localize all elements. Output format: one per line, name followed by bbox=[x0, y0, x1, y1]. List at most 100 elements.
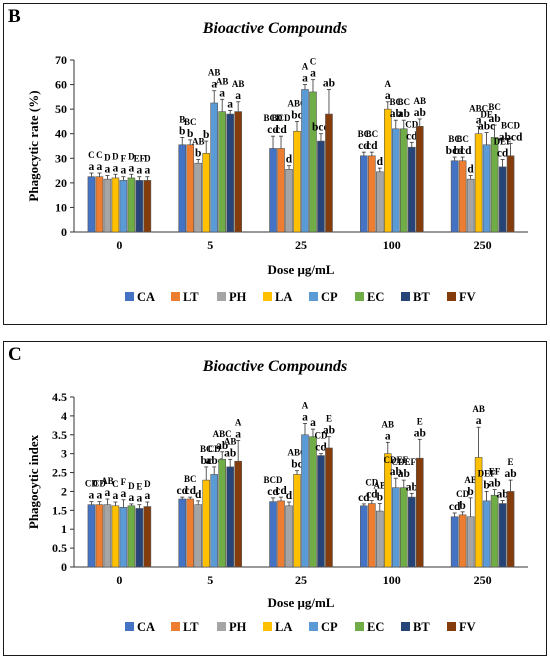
legend-label: LA bbox=[275, 620, 292, 634]
significance-group-letter: AB bbox=[414, 96, 427, 106]
x-tick-label: 5 bbox=[207, 573, 213, 587]
significance-letter: bcd bbox=[454, 145, 473, 157]
significance-letter: a bbox=[219, 87, 225, 99]
x-axis-title: Dose μg/mL bbox=[268, 262, 335, 277]
bar bbox=[325, 447, 333, 568]
significance-group-letter: BC bbox=[456, 134, 469, 144]
significance-letter: d bbox=[195, 489, 202, 501]
bar bbox=[202, 153, 210, 233]
significance-group-letter: BCD bbox=[264, 475, 284, 485]
significance-group-letter: EF bbox=[489, 467, 501, 477]
bar bbox=[458, 160, 467, 233]
significance-letter: b bbox=[467, 486, 473, 498]
bar bbox=[399, 128, 408, 233]
x-tick-label: 25 bbox=[295, 573, 307, 587]
bar bbox=[234, 111, 242, 233]
significance-letter: a bbox=[235, 90, 241, 102]
significance-letter: a bbox=[113, 490, 119, 502]
significance-letter: b bbox=[483, 479, 489, 491]
significance-group-letter: B bbox=[179, 114, 185, 124]
significance-letter: a bbox=[89, 161, 95, 173]
legend-swatch bbox=[263, 622, 272, 631]
bar bbox=[143, 180, 152, 233]
bar bbox=[269, 501, 277, 568]
bar bbox=[506, 155, 515, 233]
y-tick-label: 30 bbox=[55, 151, 67, 165]
significance-group-letter: E bbox=[136, 482, 142, 492]
legend-label: EC bbox=[367, 620, 384, 634]
y-tick-label: 3 bbox=[61, 447, 67, 461]
significance-letter: a bbox=[310, 417, 316, 429]
phagocytic-index-chart: 00.511.522.533.544.5aCDaCDaABaCaFaDaEaD0… bbox=[26, 390, 528, 634]
significance-letter: a bbox=[476, 415, 482, 427]
legend-swatch bbox=[125, 622, 134, 631]
legend-swatch bbox=[355, 292, 364, 301]
significance-letter: abcd bbox=[499, 132, 523, 144]
y-tick-label: 40 bbox=[55, 127, 67, 141]
bar bbox=[317, 140, 325, 233]
significance-letter: bcd bbox=[446, 145, 465, 157]
significance-group-letter: CD bbox=[93, 479, 106, 489]
bar bbox=[277, 500, 285, 568]
significance-group-letter: C bbox=[88, 150, 95, 160]
significance-letter: a bbox=[476, 114, 482, 126]
bar bbox=[301, 89, 309, 233]
y-tick-label: 3.5 bbox=[52, 428, 67, 442]
significance-letter: a bbox=[144, 490, 150, 502]
y-tick-label: 0.5 bbox=[52, 541, 67, 555]
significance-group-letter: DEF bbox=[478, 468, 497, 478]
bar bbox=[506, 491, 515, 568]
y-tick-label: 4.5 bbox=[52, 390, 67, 404]
legend-swatch bbox=[217, 292, 226, 301]
y-tick-label: 10 bbox=[55, 200, 67, 214]
bar bbox=[498, 166, 507, 233]
bar bbox=[407, 146, 416, 233]
bar bbox=[178, 144, 187, 233]
bar bbox=[384, 108, 392, 233]
bar bbox=[194, 504, 203, 568]
bar bbox=[368, 503, 376, 568]
legend-swatch bbox=[309, 292, 318, 301]
significance-group-letter: AB bbox=[464, 475, 477, 485]
bar bbox=[178, 498, 187, 568]
chart-title: Bioactive Compounds bbox=[202, 20, 348, 37]
legend-label: CP bbox=[321, 620, 338, 634]
bar bbox=[269, 148, 277, 233]
legend-label: FV bbox=[459, 620, 476, 634]
significance-letter: bc bbox=[200, 455, 212, 467]
panel-c: C Bioactive Compounds 0 0.5 1 1.5 2 2.5 3 3.5 4 4… bbox=[3, 341, 547, 656]
significance-group-letter: CD bbox=[405, 119, 418, 129]
significance-letter: cd bbox=[366, 489, 378, 501]
bar bbox=[293, 130, 301, 233]
legend-label: CA bbox=[137, 290, 155, 304]
significance-group-letter: ABC bbox=[287, 98, 306, 108]
bar bbox=[111, 177, 120, 233]
legend-swatch bbox=[263, 292, 272, 301]
legend-label: PH bbox=[229, 290, 247, 304]
bar bbox=[143, 506, 152, 568]
significance-letter: ab bbox=[489, 478, 501, 490]
significance-letter: ab bbox=[496, 489, 508, 501]
bar bbox=[474, 457, 483, 568]
bar bbox=[285, 505, 293, 568]
significance-group-letter: AB bbox=[208, 68, 221, 78]
significance-letter: a bbox=[385, 90, 391, 102]
significance-group-letter: BC bbox=[184, 474, 197, 484]
significance-group-letter: BC bbox=[488, 102, 501, 112]
significance-group-letter: BCD bbox=[272, 113, 292, 123]
significance-group-letter: BC bbox=[366, 129, 379, 139]
significance-group-letter: D bbox=[128, 151, 135, 161]
significance-letter: bc bbox=[291, 459, 303, 471]
significance-group-letter: D bbox=[144, 154, 151, 164]
significance-group-letter: DE bbox=[480, 109, 493, 119]
significance-letter: b bbox=[203, 129, 209, 141]
y-tick-label: 2.5 bbox=[52, 466, 67, 480]
significance-letter: ab bbox=[398, 108, 410, 120]
bar bbox=[317, 455, 325, 568]
significance-group-letter: A bbox=[302, 400, 309, 410]
significance-group-letter: ABC bbox=[213, 429, 232, 439]
panel-label: B bbox=[8, 6, 21, 27]
significance-letter: ab bbox=[224, 447, 236, 459]
legend-swatch bbox=[401, 292, 410, 301]
